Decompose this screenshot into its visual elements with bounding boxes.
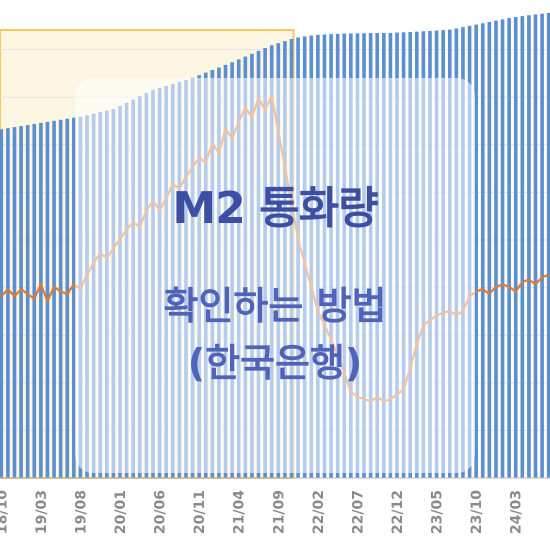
bar [19, 126, 23, 478]
bar [540, 13, 544, 478]
x-tick-label: 19/03 [34, 490, 50, 534]
x-tick-label: 22/02 [311, 490, 327, 534]
x-tick-labels: 18/10 19/03 19/08 20/01 20/06 20/11 21/04 21/09… [0, 490, 550, 534]
bar [39, 122, 43, 479]
overlay-subtitle-line1: 확인하는 방법 [163, 284, 387, 328]
x-tick-label: 22/12 [390, 490, 406, 534]
bar [25, 125, 30, 478]
x-tick-label: 18/10 [0, 490, 10, 534]
bar [533, 14, 538, 478]
bar [72, 117, 76, 478]
bar [32, 123, 37, 478]
bar [65, 118, 70, 478]
bar [474, 24, 478, 479]
x-tick-label: 22/07 [350, 490, 366, 534]
bar [507, 18, 511, 479]
bar [6, 128, 10, 478]
bar [58, 119, 63, 478]
bar [0, 129, 4, 478]
bar [480, 23, 485, 478]
x-tick-label: 24/08 [548, 490, 550, 534]
x-tick-label: 24/03 [509, 490, 525, 534]
overlay-subtitle-line2: (한국은행) [187, 341, 363, 385]
bar [527, 15, 531, 479]
x-tick-label: 20/11 [192, 490, 208, 534]
bar [52, 120, 56, 478]
x-tick-label: 21/04 [232, 490, 248, 534]
x-tick-label: 23/05 [430, 490, 446, 534]
bar [513, 17, 518, 479]
x-tick-label: 20/01 [113, 490, 129, 534]
bar [546, 12, 550, 478]
overlay-card [75, 78, 475, 473]
x-tick-label: 21/09 [271, 490, 287, 534]
bar [500, 19, 505, 478]
bar [12, 127, 17, 479]
x-tick-label: 19/08 [73, 490, 89, 534]
bar [520, 16, 525, 479]
x-tick-label: 20/06 [153, 490, 169, 534]
overlay-title: M2 통화량 [172, 183, 378, 234]
bar [494, 20, 498, 478]
bar [487, 21, 492, 479]
x-tick-label: 23/10 [469, 490, 485, 534]
